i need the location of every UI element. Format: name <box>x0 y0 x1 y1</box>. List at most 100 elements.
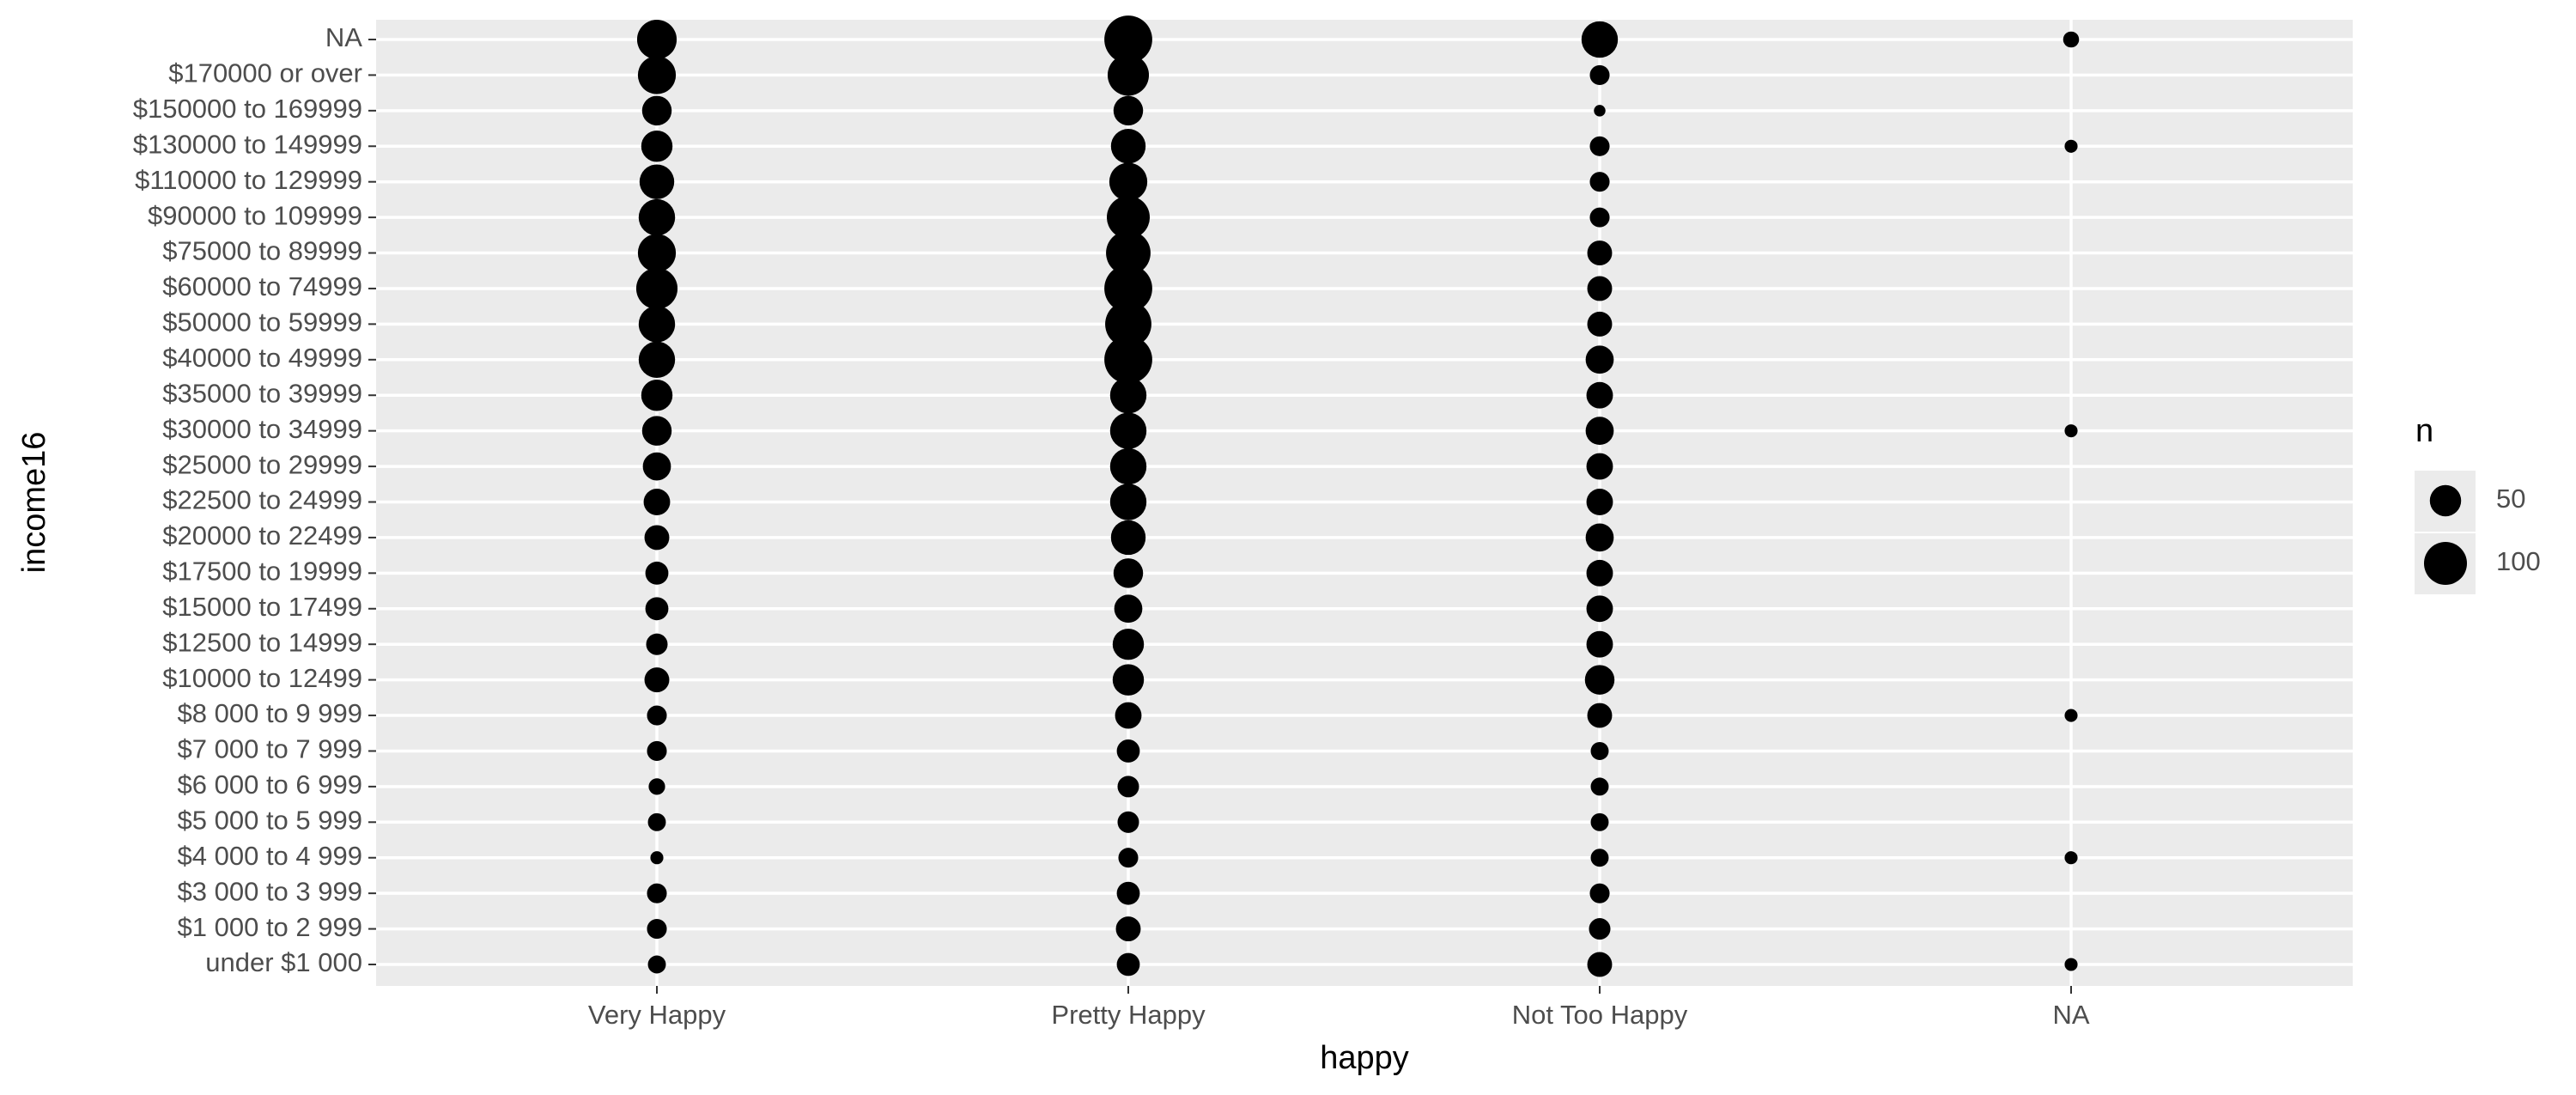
y-tick-label: $3 000 to 3 999 <box>178 876 362 906</box>
y-tick-label: $35000 to 39999 <box>162 378 362 408</box>
y-tick-label: $8 000 to 9 999 <box>178 698 362 728</box>
point <box>638 198 676 236</box>
y-tick-label: $6 000 to 6 999 <box>178 770 362 800</box>
point <box>639 164 675 199</box>
point <box>1117 776 1139 798</box>
point <box>638 341 676 379</box>
point <box>636 19 677 60</box>
point <box>637 56 677 94</box>
point <box>1112 664 1145 696</box>
x-axis-title: happy <box>1320 1040 1409 1076</box>
point <box>1586 595 1613 623</box>
point <box>1113 95 1144 126</box>
y-tick-label: $50000 to 59999 <box>162 307 362 338</box>
legend-label: 100 <box>2496 546 2541 576</box>
point <box>1589 136 1610 156</box>
point <box>1104 335 1152 384</box>
point <box>1586 630 1613 658</box>
point <box>637 234 677 272</box>
point <box>1585 345 1614 374</box>
legend-title: n <box>2415 413 2433 449</box>
point <box>644 667 670 693</box>
point <box>1587 703 1613 728</box>
legend-symbol <box>2429 484 2462 517</box>
x-tick-label: Pretty Happy <box>1051 1000 1206 1030</box>
point <box>1106 230 1151 276</box>
point <box>2064 958 2078 971</box>
point <box>1104 265 1152 313</box>
point <box>1115 702 1142 729</box>
y-tick-label: $22500 to 24999 <box>162 485 362 515</box>
y-tick-label: $15000 to 17499 <box>162 592 362 622</box>
point <box>645 597 669 621</box>
point <box>641 131 673 162</box>
point <box>1116 739 1140 763</box>
point <box>647 740 667 762</box>
point <box>1586 559 1613 587</box>
y-tick-label: $90000 to 109999 <box>148 200 362 230</box>
point <box>1114 594 1143 624</box>
point <box>1105 301 1151 348</box>
point <box>1587 240 1613 266</box>
point <box>1115 916 1141 942</box>
y-tick-label: $60000 to 74999 <box>162 271 362 301</box>
legend-symbol <box>2423 541 2468 586</box>
point <box>1109 484 1147 520</box>
point <box>635 267 678 310</box>
x-tick-label: Very Happy <box>588 1000 726 1030</box>
point <box>1112 628 1145 660</box>
point <box>1116 881 1140 905</box>
y-tick-label: $25000 to 29999 <box>162 449 362 479</box>
point <box>1589 918 1611 940</box>
y-tick-label: $12500 to 14999 <box>162 627 362 657</box>
y-tick-label: $20000 to 22499 <box>162 520 362 551</box>
y-tick-label: $75000 to 89999 <box>162 236 362 266</box>
point <box>1113 558 1144 588</box>
point <box>1109 447 1147 485</box>
y-tick-label: $30000 to 34999 <box>162 414 362 444</box>
point <box>1110 129 1146 164</box>
point <box>1109 412 1147 449</box>
point <box>2064 709 2078 722</box>
point <box>1585 417 1614 446</box>
point <box>647 955 666 974</box>
point <box>1104 15 1152 64</box>
point <box>1584 665 1615 695</box>
point <box>647 919 667 940</box>
point <box>1590 812 1609 831</box>
point <box>2064 139 2078 153</box>
x-tick-label: NA <box>2052 1000 2089 1030</box>
point <box>1589 207 1610 228</box>
point <box>643 489 671 515</box>
point <box>641 416 672 446</box>
point <box>1116 952 1140 976</box>
point <box>1587 311 1613 337</box>
point <box>1590 777 1609 796</box>
point <box>641 379 673 411</box>
point <box>1106 196 1151 240</box>
point <box>650 851 664 865</box>
y-tick-label: $110000 to 129999 <box>135 165 362 195</box>
y-tick-label: $4 000 to 4 999 <box>178 841 362 871</box>
y-tick-label: $150000 to 169999 <box>133 94 362 124</box>
point <box>1586 489 1613 515</box>
point <box>1107 54 1150 96</box>
y-axis-title: income16 <box>16 432 52 574</box>
y-tick-label: $1 000 to 2 999 <box>178 912 362 942</box>
point <box>638 306 676 343</box>
y-tick-label: $10000 to 12499 <box>162 663 362 693</box>
point <box>2063 31 2080 48</box>
y-tick-label: under $1 000 <box>205 947 362 977</box>
point <box>1585 523 1614 552</box>
y-tick-label: NA <box>325 22 362 52</box>
point <box>645 561 669 585</box>
point <box>647 812 666 831</box>
point <box>647 705 667 726</box>
y-tick-label: $130000 to 149999 <box>133 129 362 159</box>
point <box>648 778 665 795</box>
point <box>1589 883 1610 903</box>
legend-label: 50 <box>2496 484 2525 514</box>
point <box>1589 64 1610 85</box>
point <box>1109 162 1148 201</box>
